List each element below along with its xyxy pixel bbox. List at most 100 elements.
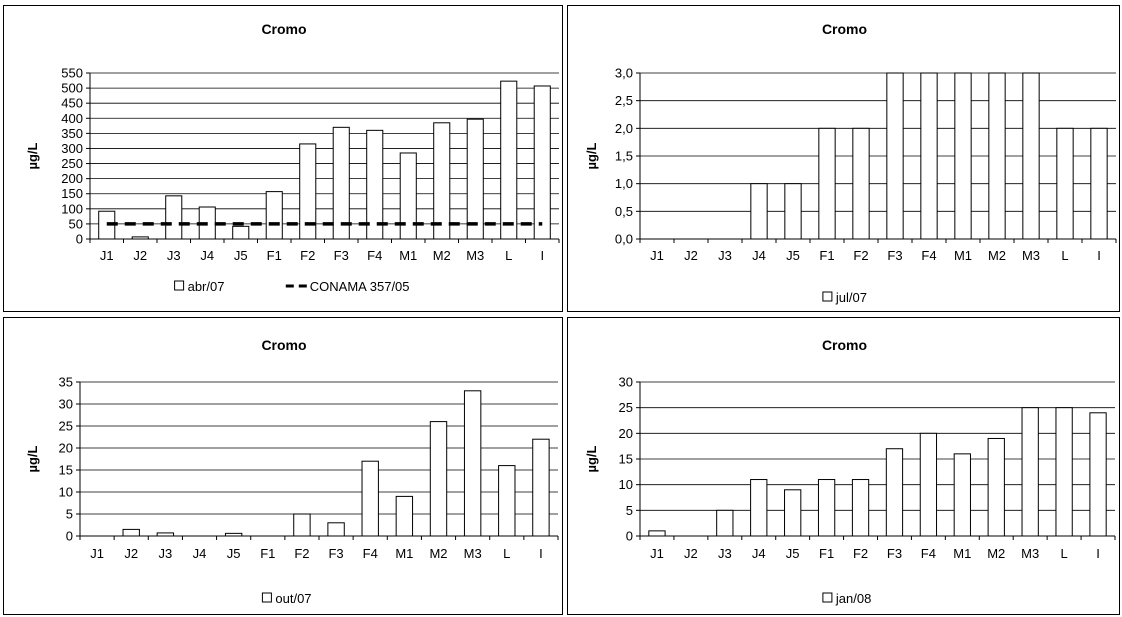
x-tick-label: J5	[234, 248, 248, 263]
y-tick-label: 15	[59, 463, 73, 478]
chart-panel-abr07: Cromo 0 50 100 150 200 250 300 350 400 450 500 550 µg…	[3, 5, 563, 312]
bar-out-07-l	[498, 465, 516, 537]
y-axis-label: µg/L	[584, 142, 599, 169]
x-tick-label: J4	[752, 546, 766, 561]
y-tick-label: 2,0	[615, 121, 633, 136]
x-tick-label: J1	[90, 546, 104, 561]
bar-jul-07-m2	[988, 72, 1006, 240]
y-tick-label: 5	[66, 507, 73, 522]
x-tick-label: I	[540, 248, 544, 263]
x-tick-label: J2	[684, 248, 698, 263]
x-tick-label: F4	[367, 248, 382, 263]
x-tick-label: J2	[684, 546, 698, 561]
bar-out-07-i	[532, 438, 550, 537]
y-tick-label: 1,0	[615, 176, 633, 191]
bar-abr-07-m3	[466, 118, 484, 240]
y-tick-label: 0	[626, 529, 633, 544]
y-tick-label: 25	[619, 400, 633, 415]
bar-abr-07-l	[500, 80, 518, 240]
bar-jul-07-f2	[852, 127, 870, 240]
bar-out-07-f4	[361, 460, 379, 537]
x-tick-label: J3	[718, 546, 732, 561]
x-tick-label: L	[503, 546, 510, 561]
bar-jan-08-f3	[885, 448, 904, 537]
bar-jul-07-f1	[818, 127, 836, 240]
x-tick-label: J3	[158, 546, 172, 561]
y-tick-label: 200	[61, 171, 83, 186]
y-tick-label: 400	[61, 111, 83, 126]
chart-title: Cromo	[822, 337, 867, 353]
y-tick-label: 550	[61, 66, 83, 81]
y-tick-label: 450	[61, 96, 83, 111]
x-tick-label: J4	[200, 248, 214, 263]
legend-swatch-jul-07	[822, 291, 833, 302]
y-tick-label: 50	[69, 216, 83, 231]
bar-jul-07-m3	[1022, 72, 1040, 240]
bar-jan-08-j3	[716, 509, 734, 537]
bar-abr-07-f1	[265, 191, 283, 240]
legend-label-abr-07: abr/07	[188, 279, 225, 294]
bar-jul-07-f4	[920, 72, 938, 240]
legend-label-out-07: out/07	[275, 591, 311, 606]
x-tick-label: J3	[718, 248, 732, 263]
bar-jan-08-m2	[987, 437, 1005, 537]
y-tick-label: 350	[61, 126, 83, 141]
x-tick-label: M3	[1022, 248, 1040, 263]
x-tick-label: J2	[124, 546, 138, 561]
x-tick-label: J3	[167, 248, 181, 263]
y-tick-label: 10	[59, 485, 73, 500]
bar-jul-07-f3	[886, 72, 904, 240]
y-tick-label: 10	[619, 477, 633, 492]
y-axis-label: µg/L	[584, 445, 599, 472]
bar-abr-07-i	[533, 85, 551, 240]
y-tick-label: 0	[66, 529, 73, 544]
x-tick-label: F2	[853, 248, 868, 263]
bar-out-07-m1	[395, 495, 414, 537]
x-tick-label: M1	[954, 248, 972, 263]
x-tick-label: F2	[853, 546, 868, 561]
x-tick-label: J2	[133, 248, 147, 263]
x-tick-label: F2	[294, 546, 309, 561]
x-tick-label: M2	[429, 546, 447, 561]
y-tick-label: 0,0	[615, 232, 633, 247]
bar-jul-07-m1	[954, 72, 972, 240]
bar-jan-08-m1	[953, 453, 971, 537]
bar-abr-07-j5	[232, 225, 250, 240]
legend-label-jan-08: jan/08	[835, 591, 871, 606]
bar-jan-08-f1	[817, 479, 836, 537]
legend-swatch-jan-08	[822, 592, 833, 603]
bar-out-07-f2	[293, 513, 311, 537]
x-tick-label: J4	[752, 248, 766, 263]
x-tick-label: J1	[650, 248, 664, 263]
y-tick-label: 20	[59, 441, 73, 456]
bar-jul-07-l	[1056, 127, 1074, 240]
bar-out-07-f3	[327, 522, 345, 537]
bar-jan-08-j4	[750, 479, 768, 537]
x-tick-label: F4	[363, 546, 378, 561]
x-tick-label: F1	[819, 248, 834, 263]
x-tick-label: J5	[227, 546, 241, 561]
chart-panel-jan08: Cromo 0 5 10 15 20 25 30 µg/L J1 J2 J3 J4 J5 F1 F2 F3 F4 M…	[567, 317, 1120, 615]
chart-out07: Cromo 0 5 10 15 20 25 30 35 µg/L J1 J2 J3 J4 J5 F1 F2 F3 F…	[25, 337, 559, 606]
legend-label-jul-07: jul/07	[835, 290, 867, 305]
x-tick-label: L	[1061, 248, 1068, 263]
legend-swatch-abr-07	[174, 280, 185, 291]
bar-abr-07-j3	[165, 195, 183, 240]
y-tick-label: 35	[59, 375, 73, 390]
chart-jul07: Cromo 0,0 0,5 1,0 1,5 2,0 2,5 3,0 µg/L J1 J2 J3 J4 J5…	[584, 21, 1117, 305]
y-tick-label: 300	[61, 141, 83, 156]
bar-out-07-m2	[429, 421, 448, 537]
chart-panel-jul07: Cromo 0,0 0,5 1,0 1,5 2,0 2,5 3,0 µg/L J1 J2 J3 J4 J5…	[567, 5, 1120, 312]
x-tick-label: F1	[819, 546, 834, 561]
x-tick-label: I	[1097, 248, 1101, 263]
bar-jan-08-m3	[1021, 407, 1039, 537]
legend-label-conama-357-05: CONAMA 357/05	[310, 279, 410, 294]
bar-abr-07-f3	[332, 126, 350, 240]
x-tick-label: F4	[921, 248, 936, 263]
y-tick-label: 500	[61, 81, 83, 96]
x-tick-label: F3	[328, 546, 343, 561]
bar-abr-07-m1	[399, 152, 417, 240]
y-tick-label: 0,5	[615, 204, 633, 219]
x-tick-label: F4	[921, 546, 936, 561]
